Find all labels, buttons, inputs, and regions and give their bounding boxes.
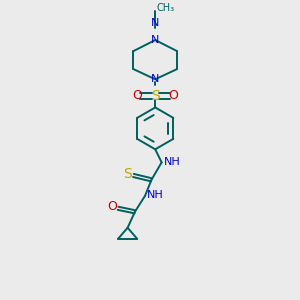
Text: NH: NH [164,157,180,167]
Text: O: O [107,200,117,213]
Text: N: N [151,74,159,84]
Text: O: O [132,89,142,102]
Text: S: S [123,167,132,181]
Text: CH₃: CH₃ [157,3,175,13]
Text: S: S [151,89,160,103]
Text: O: O [168,89,178,102]
Text: N: N [151,19,159,28]
Text: NH: NH [147,190,164,200]
Text: N: N [151,35,159,45]
